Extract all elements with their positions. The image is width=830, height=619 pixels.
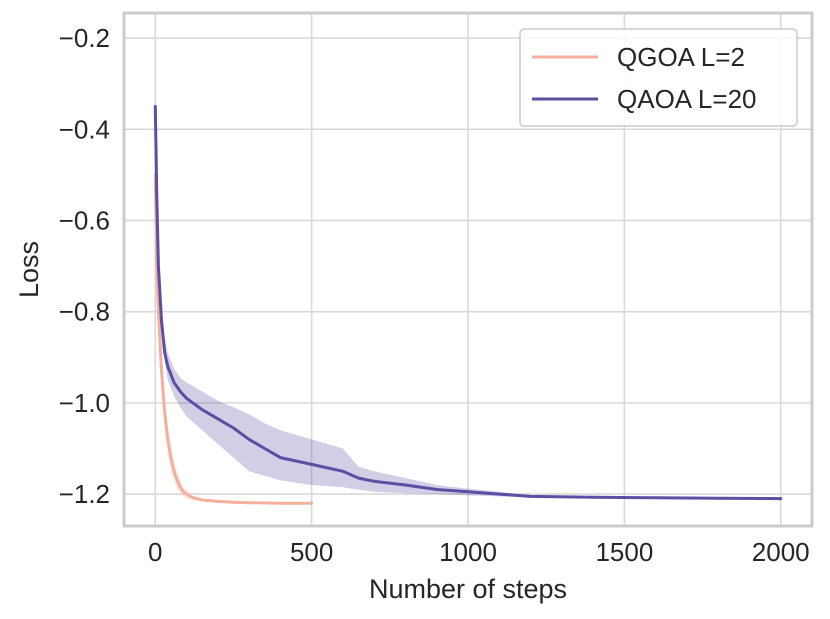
tick-labels: 0 500 1000 1500 2000 −1.2 −1.0 −0.8 −0.6 −0.4 −0.2 — [59, 23, 810, 567]
confidence-band-0 — [155, 152, 312, 504]
y-tick-label: −1.0 — [59, 388, 110, 418]
x-axis-label: Number of steps — [369, 574, 567, 604]
x-tick-label: 0 — [148, 537, 162, 567]
y-tick-label: −0.2 — [59, 23, 110, 53]
legend: QGOA L=2 QAOA L=20 — [519, 28, 798, 127]
y-tick-label: −0.8 — [59, 297, 110, 327]
series-lines — [153, 105, 783, 505]
series-line-1 — [153, 105, 783, 501]
y-tick-label: −0.6 — [59, 205, 110, 235]
x-tick-label: 2000 — [752, 537, 810, 567]
y-tick-label: −1.2 — [59, 479, 110, 509]
confidence-bands — [155, 106, 781, 504]
plot-frame — [122, 11, 814, 528]
y-axis-label: Loss — [14, 241, 44, 298]
series-line-0 — [153, 173, 314, 505]
legend-box — [519, 28, 798, 127]
y-tick-label: −0.4 — [59, 114, 110, 144]
x-tick-label: 1500 — [595, 537, 653, 567]
x-tick-label: 1000 — [439, 537, 497, 567]
grid — [124, 13, 812, 526]
x-tick-label: 500 — [290, 537, 333, 567]
legend-label-qgoa: QGOA L=2 — [617, 42, 745, 72]
legend-label-qaoa: QAOA L=20 — [617, 84, 756, 114]
